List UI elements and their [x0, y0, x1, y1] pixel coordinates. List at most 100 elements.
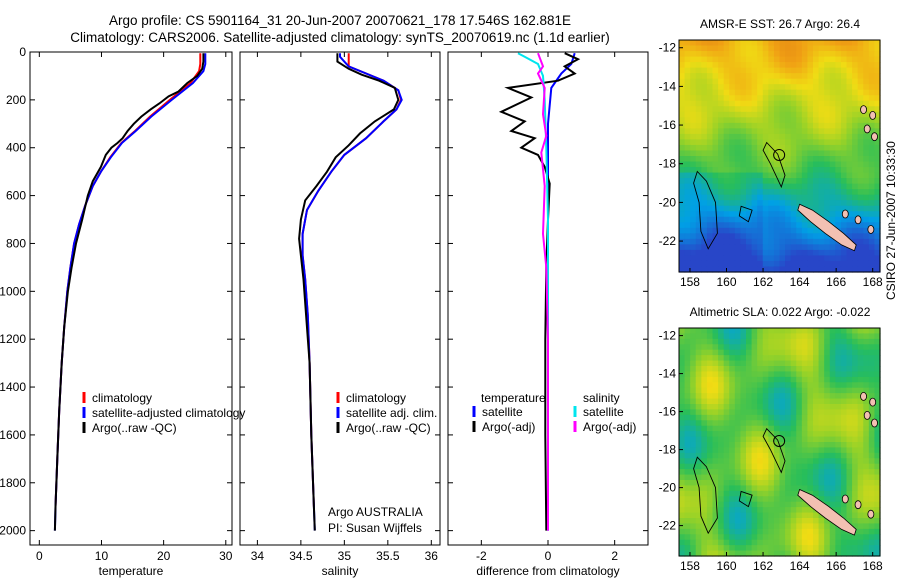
- map-cell: [746, 349, 753, 356]
- map-cell: [824, 333, 831, 340]
- map-cell: [684, 233, 691, 240]
- map-cell: [746, 376, 753, 383]
- map-cell: [868, 200, 876, 207]
- map-cell: [852, 78, 859, 85]
- map-cell: [723, 51, 730, 58]
- map-cell: [846, 480, 853, 487]
- map-cell: [712, 189, 719, 196]
- map-cell: [679, 452, 686, 459]
- map-cell: [796, 133, 803, 141]
- map-cell: [801, 266, 809, 273]
- map-cell: [863, 89, 870, 96]
- map-cell: [729, 349, 736, 356]
- map-cell: [785, 238, 792, 245]
- map-cell: [746, 227, 753, 234]
- map-cell: [729, 371, 736, 378]
- map-cell: [857, 156, 864, 163]
- map-cell: [723, 425, 730, 432]
- map-cell: [768, 84, 775, 91]
- map-cell: [712, 338, 719, 345]
- map-cell: [807, 260, 814, 268]
- map-cell: [718, 528, 725, 535]
- map-cell: [813, 106, 820, 113]
- map-cell: [779, 480, 786, 487]
- map-cell: [690, 414, 697, 421]
- map-cell: [740, 106, 747, 113]
- map-cell: [846, 161, 853, 168]
- map-cell: [706, 409, 714, 416]
- map-cell: [729, 414, 736, 421]
- map-cell: [807, 393, 814, 400]
- map-cell: [734, 425, 742, 432]
- map-cell: [863, 382, 870, 389]
- map-cell: [701, 172, 708, 179]
- map-cell: [835, 507, 842, 514]
- map-cell: [690, 518, 697, 525]
- map-cell: [706, 360, 714, 367]
- map-cell: [729, 161, 736, 168]
- map-cell: [824, 404, 831, 411]
- map-cell: [779, 249, 786, 257]
- map-cell: [740, 338, 747, 345]
- map-cell: [729, 338, 736, 345]
- map-cell: [846, 111, 853, 118]
- map-cell: [852, 366, 859, 373]
- map-cell: [701, 328, 708, 335]
- map-cell: [818, 366, 825, 373]
- map-cell: [695, 344, 702, 351]
- map-cell: [790, 534, 797, 541]
- map-cell: [746, 393, 753, 400]
- map-cell: [706, 161, 714, 168]
- map-cell: [852, 100, 859, 107]
- map-cell: [679, 463, 686, 470]
- map-cell: [857, 452, 864, 459]
- map-cell: [762, 447, 769, 454]
- map-cell: [874, 161, 881, 168]
- map-cell: [706, 260, 714, 268]
- x-tick-label: 162: [753, 275, 773, 289]
- y-tick-label: 2000: [0, 524, 26, 538]
- reef-outline: [738, 205, 753, 223]
- map-cell: [807, 349, 814, 356]
- map-cell: [868, 62, 876, 69]
- map-cell: [785, 447, 792, 454]
- map-cell: [729, 150, 736, 157]
- map-cell: [846, 458, 853, 465]
- map-cell: [852, 111, 859, 118]
- map-cell: [813, 376, 820, 383]
- map-cell: [863, 150, 870, 157]
- map-cell: [746, 528, 753, 535]
- map-cell: [695, 111, 702, 118]
- island: [863, 410, 871, 420]
- map-cell: [857, 425, 864, 432]
- map-cell: [801, 222, 809, 229]
- map-cell: [807, 539, 814, 546]
- map-cell: [807, 200, 814, 207]
- map-cell: [740, 73, 747, 80]
- map-cell: [857, 100, 864, 107]
- map-cell: [785, 420, 792, 427]
- map-cell: [818, 139, 825, 146]
- map-cell: [679, 122, 686, 129]
- map-cell: [835, 172, 842, 179]
- map-cell: [790, 156, 797, 163]
- map-cell: [701, 139, 708, 146]
- map-cell: [706, 133, 714, 141]
- map-cell: [807, 150, 814, 157]
- map-cell: [874, 387, 881, 394]
- map-cell: [734, 205, 742, 212]
- map-cell: [840, 480, 848, 487]
- map-cell: [829, 447, 836, 454]
- map-cell: [746, 338, 753, 345]
- map-cell: [824, 442, 831, 449]
- map-cell: [740, 420, 747, 427]
- map-cell: [790, 67, 797, 74]
- map-cell: [751, 539, 758, 546]
- map-cell: [785, 366, 792, 373]
- map-cell: [790, 51, 797, 58]
- x-tick-label: 160: [716, 559, 736, 573]
- map-cell: [746, 333, 753, 340]
- map-cell: [807, 376, 814, 383]
- map-cell: [868, 333, 876, 340]
- map-cell: [690, 382, 697, 389]
